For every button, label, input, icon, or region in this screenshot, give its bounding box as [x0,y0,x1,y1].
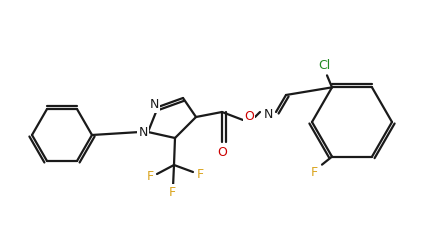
Text: N: N [149,99,159,111]
Text: F: F [311,166,318,179]
Text: F: F [168,185,176,198]
Text: N: N [138,125,148,139]
Text: F: F [146,170,154,183]
Text: Cl: Cl [318,59,330,72]
Text: N: N [263,109,273,122]
Text: O: O [244,110,254,124]
Text: F: F [196,169,203,182]
Text: O: O [217,145,227,159]
